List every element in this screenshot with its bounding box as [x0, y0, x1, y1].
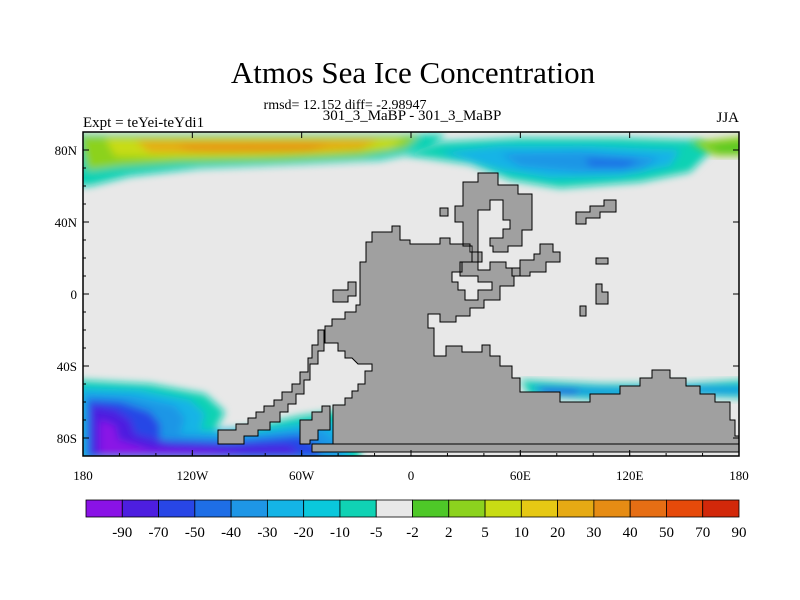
colorbar-swatch — [666, 499, 704, 518]
arctic-band-core — [175, 144, 330, 151]
colorbar-swatch — [266, 499, 305, 518]
colorbar-swatch — [412, 499, 450, 518]
x-tick-label: 180 — [73, 468, 93, 483]
colorbar-label: -2 — [406, 525, 419, 541]
colorbar-label: 20 — [550, 525, 565, 541]
colorbar: -90 -70 -50 -40 -30 -20 -10 -5 -2 2 5 10 20 30 40 50 70 9… — [85, 499, 747, 541]
colorbar-label: -40 — [221, 525, 241, 541]
colorbar-label: 2 — [445, 525, 453, 541]
y-tick-label: 40S — [57, 359, 77, 374]
axes: 180 120W 60W 0 60E 120E 180 80N 40N 0 40S 80S — [55, 131, 749, 483]
colorbar-swatch — [230, 499, 268, 518]
arctic-right-patch-core — [705, 142, 739, 152]
land-island-east-d — [511, 267, 521, 277]
southern-pacific-core — [100, 420, 250, 456]
x-tick-label: 120W — [176, 468, 209, 483]
colorbar-label: -90 — [112, 525, 132, 541]
y-tick-label: 80N — [55, 143, 78, 158]
y-tick-label: 0 — [71, 287, 78, 302]
colorbar-label: 30 — [586, 525, 601, 541]
chart-title: Atmos Sea Ice Concentration — [231, 55, 596, 90]
colorbar-label: 90 — [732, 525, 747, 541]
colorbar-swatch — [484, 499, 522, 518]
land-antarctic-peninsula — [299, 405, 331, 445]
colorbar-label: -30 — [257, 525, 277, 541]
land-island-east-b — [595, 283, 609, 305]
land-africa-eurasia — [324, 172, 739, 445]
arctic-east-core — [585, 158, 640, 168]
colorbar-label: -50 — [185, 525, 205, 541]
colorbar-swatch — [375, 499, 413, 518]
land-island-east-e — [439, 207, 449, 217]
colorbar-label: -70 — [149, 525, 169, 541]
colorbar-swatch — [303, 499, 341, 518]
stats-line: rmsd= 12.152 diff= -2.98947 — [264, 98, 427, 113]
colorbar-swatch — [158, 499, 196, 518]
land-iceland-greenland-small — [332, 281, 357, 303]
x-tick-label: 180 — [729, 468, 749, 483]
colorbar-label: 5 — [481, 525, 489, 541]
chart-subtitle: 301_3_MaBP - 301_3_MaBP — [323, 108, 502, 124]
land-mask — [217, 172, 739, 453]
colorbar-swatch — [520, 499, 559, 518]
colorbar-label: -10 — [330, 525, 350, 541]
land-islands-japan — [575, 199, 617, 225]
map-panel — [83, 132, 739, 456]
y-tick-label: 40N — [55, 215, 78, 230]
land-island-east-a — [579, 305, 587, 317]
colorbar-swatch — [702, 499, 740, 518]
land-island-east-c — [595, 257, 609, 265]
colorbar-swatch — [85, 499, 123, 518]
x-tick-label: 0 — [408, 468, 415, 483]
southern-pacific-deep — [92, 406, 300, 456]
land-americas — [217, 329, 325, 445]
colorbar-label: 10 — [514, 525, 529, 541]
colorbar-swatch — [593, 499, 631, 518]
colorbar-label: 70 — [695, 525, 710, 541]
colorbar-swatch — [194, 499, 232, 518]
colorbar-swatch — [557, 499, 595, 518]
colorbar-label: -20 — [294, 525, 314, 541]
colorbar-label: 40 — [623, 525, 638, 541]
x-tick-label: 60E — [510, 468, 531, 483]
experiment-label: Expt = teYei-teYdi1 — [83, 115, 204, 131]
sea-ice-anomaly-field — [83, 134, 739, 456]
colorbar-swatch — [339, 499, 377, 518]
colorbar-swatch — [448, 499, 486, 518]
land-antarctic-strip — [311, 443, 739, 453]
season-label: JJA — [716, 110, 739, 126]
colorbar-label: 50 — [659, 525, 674, 541]
y-tick-label: 80S — [57, 431, 77, 446]
x-tick-label: 120E — [616, 468, 644, 483]
x-tick-label: 60W — [289, 468, 315, 483]
colorbar-swatch — [629, 499, 667, 518]
colorbar-label: -5 — [370, 525, 383, 541]
colorbar-swatch — [121, 499, 159, 518]
